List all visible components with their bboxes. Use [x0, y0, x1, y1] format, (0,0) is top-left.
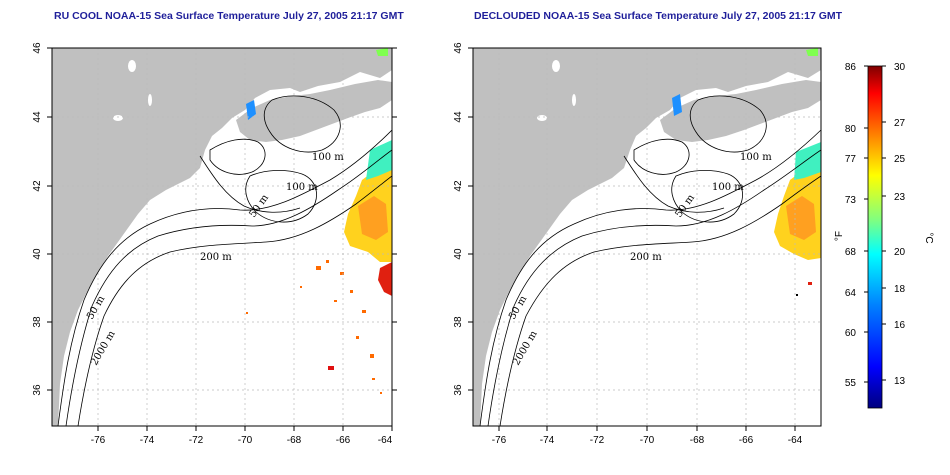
right-landmass — [473, 48, 821, 426]
left-lake — [148, 94, 152, 106]
right-lake — [537, 115, 547, 121]
celsius-tick-label: 27 — [894, 118, 906, 129]
right-axis-ticks — [468, 47, 796, 431]
left-axis-ticks — [47, 47, 397, 431]
right-lon-tick-label: -76 — [492, 435, 507, 446]
left-lat-tick-label: 38 — [32, 316, 43, 328]
left-lon-tick-label: -66 — [336, 435, 351, 446]
colorbar-ticks — [864, 65, 886, 383]
right-sst-cyan-patch — [794, 142, 821, 180]
celsius-tick-labels: 30 27 25 23 20 18 16 13 — [894, 62, 906, 387]
left-lon-tick-label: -76 — [91, 435, 106, 446]
fahrenheit-tick-label: 77 — [845, 154, 857, 165]
right-sst-blue-patch — [672, 94, 682, 116]
fahrenheit-unit-label: °F — [834, 231, 845, 241]
right-lat-tick-label: 36 — [453, 384, 464, 396]
fahrenheit-tick-label: 64 — [845, 288, 857, 299]
right-lat-tick-label: 46 — [453, 42, 464, 54]
left-map-panel: 100 m 100 m 50 m 200 m 50 m 2000 m — [32, 42, 397, 446]
fahrenheit-tick-label: 60 — [845, 328, 857, 339]
left-contour-label-100m-b: 100 m — [286, 182, 318, 193]
left-landmass — [52, 48, 392, 426]
right-lon-tick-label: -68 — [690, 435, 705, 446]
left-sst-orange-patch — [358, 196, 388, 240]
right-lat-tick-label: 42 — [453, 180, 464, 192]
celsius-tick-label: 25 — [894, 154, 906, 165]
celsius-tick-label: 23 — [894, 192, 906, 203]
right-map-panel: 100 m 100 m 50 m 200 m 50 m 2000 m -76 -… — [453, 42, 822, 446]
left-lon-labels: -76 -74 -72 -70 -68 -66 -64 — [91, 435, 393, 446]
celsius-tick-label: 30 — [894, 62, 906, 73]
fahrenheit-tick-label: 73 — [845, 195, 857, 206]
colorbar-gradient — [867, 65, 883, 409]
left-nova-scotia — [236, 80, 392, 142]
fahrenheit-tick-label: 86 — [845, 62, 857, 73]
fahrenheit-tick-labels: 86 80 77 73 68 64 60 55 — [845, 62, 857, 389]
left-sst-blue-patch — [246, 100, 256, 120]
right-lon-labels: -76 -74 -72 -70 -68 -66 -64 — [492, 435, 803, 446]
right-lon-tick-label: -66 — [739, 435, 754, 446]
right-lon-tick-label: -74 — [540, 435, 555, 446]
right-sst-orange-patch — [786, 196, 816, 240]
right-nova-scotia — [660, 80, 821, 142]
left-lat-labels: 36 38 40 42 44 46 — [32, 42, 43, 396]
left-contour-label-100m-a: 100 m — [312, 152, 344, 163]
left-sst-red-patch — [378, 262, 392, 296]
celsius-tick-label: 13 — [894, 376, 906, 387]
right-contour-label-100m-a: 100 m — [740, 152, 772, 163]
left-lat-tick-label: 36 — [32, 384, 43, 396]
right-grid — [473, 48, 821, 426]
left-sst-scatter — [246, 260, 382, 394]
right-lon-tick-label: -64 — [788, 435, 803, 446]
left-sst-green-patch — [376, 48, 388, 56]
left-grid — [52, 48, 392, 426]
left-lat-tick-label: 42 — [32, 180, 43, 192]
left-lat-tick-label: 46 — [32, 42, 43, 54]
fahrenheit-tick-label: 68 — [845, 247, 857, 258]
celsius-tick-label: 16 — [894, 320, 906, 331]
right-lat-labels: 36 38 40 42 44 46 — [453, 42, 464, 396]
right-lake — [572, 94, 576, 106]
right-lon-tick-label: -72 — [590, 435, 605, 446]
right-lon-tick-label: -70 — [640, 435, 655, 446]
left-lon-tick-label: -64 — [378, 435, 393, 446]
left-lon-tick-label: -68 — [287, 435, 302, 446]
left-lake — [128, 60, 136, 72]
left-lake — [113, 115, 123, 121]
right-sst-scatter — [796, 282, 812, 296]
left-map-frame — [51, 47, 393, 427]
right-map-title: DECLOUDED NOAA-15 Sea Surface Temperatur… — [474, 10, 843, 22]
left-map-title: RU COOL NOAA-15 Sea Surface Temperature … — [54, 10, 404, 22]
left-lon-tick-label: -72 — [189, 435, 204, 446]
right-lat-tick-label: 40 — [453, 248, 464, 260]
fahrenheit-tick-label: 80 — [845, 124, 857, 135]
fahrenheit-tick-label: 55 — [845, 378, 857, 389]
right-lake — [552, 60, 560, 72]
right-contour-label-200m: 200 m — [630, 252, 662, 263]
left-lon-tick-label: -74 — [140, 435, 155, 446]
left-lon-tick-label: -70 — [238, 435, 253, 446]
colorbar: 86 80 77 73 68 64 60 55 30 27 25 23 20 1… — [834, 62, 934, 409]
right-lat-tick-label: 44 — [453, 111, 464, 123]
right-sst-green-patch — [806, 48, 818, 56]
celsius-tick-label: 20 — [894, 247, 906, 258]
celsius-tick-label: 18 — [894, 284, 906, 295]
left-lat-tick-label: 44 — [32, 111, 43, 123]
right-lat-tick-label: 38 — [453, 316, 464, 328]
celsius-unit-label: °C — [923, 232, 934, 243]
right-contours — [479, 95, 821, 426]
left-contour-label-200m: 200 m — [200, 252, 232, 263]
left-contours — [57, 95, 392, 426]
right-contour-label-100m-b: 100 m — [712, 182, 744, 193]
left-lat-tick-label: 40 — [32, 248, 43, 260]
